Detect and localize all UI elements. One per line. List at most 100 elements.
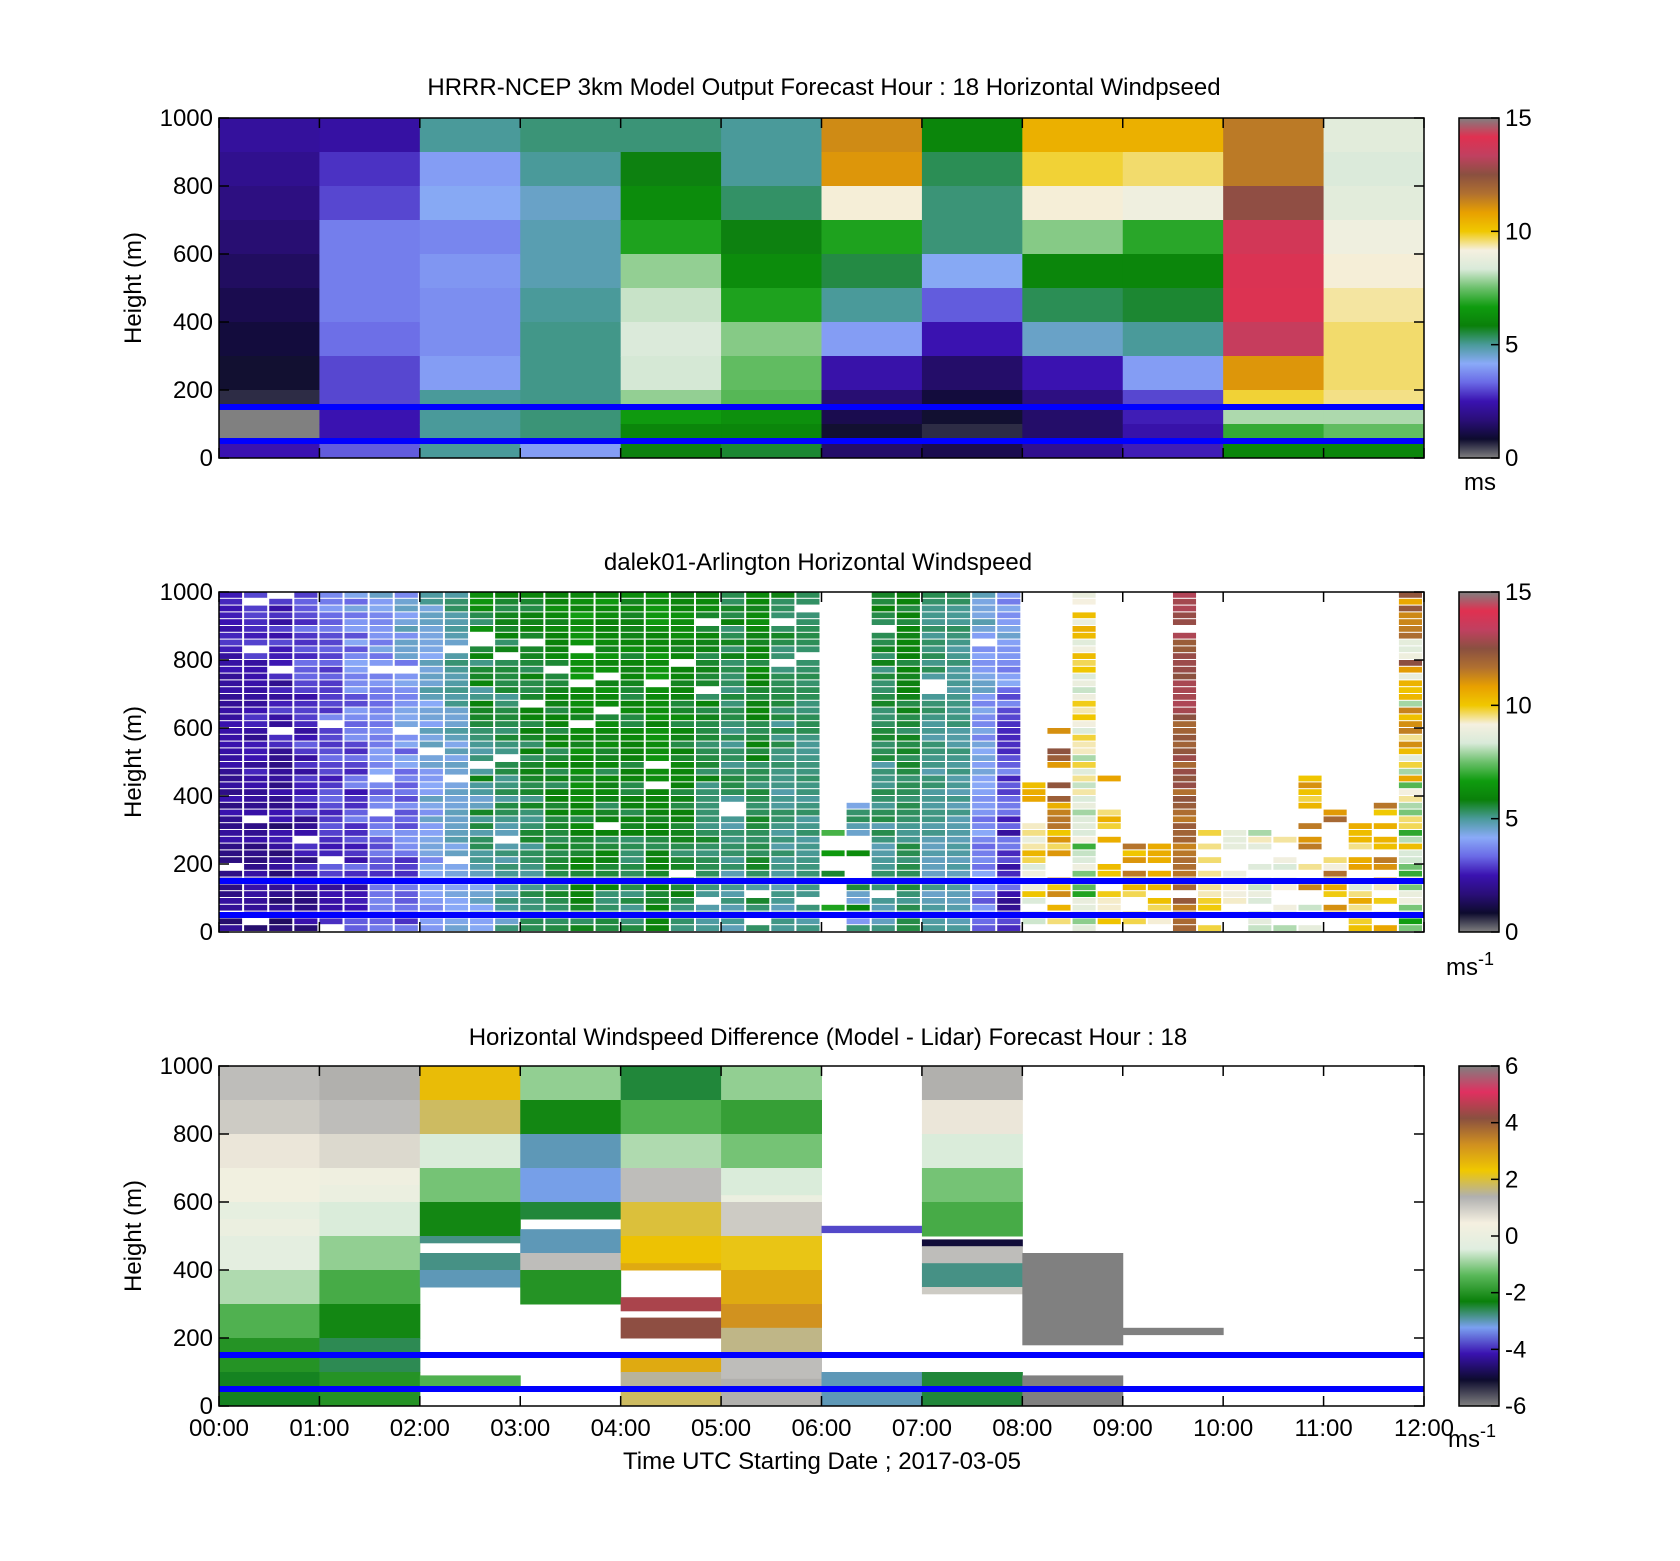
heatmap-cell (219, 870, 243, 877)
heatmap-cell (972, 789, 996, 795)
heatmap-cell (244, 728, 268, 734)
heatmap-cell (1348, 925, 1372, 931)
panel-lidar-heatmap (219, 592, 1422, 931)
heatmap-cell (520, 796, 544, 802)
heatmap-cell (871, 898, 895, 904)
heatmap-cell (1122, 870, 1146, 877)
heatmap-cell (1172, 836, 1197, 843)
heatmap-cell (495, 734, 519, 741)
heatmap-cell (1348, 823, 1372, 829)
heatmap-cell (746, 673, 770, 680)
heatmap-cell (495, 843, 519, 850)
heatmap-cell (294, 782, 318, 789)
heatmap-cell (495, 632, 519, 639)
heatmap-cell (670, 714, 694, 721)
heatmap-cell (1172, 700, 1197, 707)
heatmap-cell (269, 707, 293, 714)
heatmap-cell (269, 619, 293, 625)
heatmap-cell (997, 870, 1021, 877)
heatmap-cell (771, 850, 795, 857)
heatmap-cell (319, 830, 343, 836)
heatmap-cell (821, 870, 845, 877)
heatmap-cell (1172, 898, 1197, 904)
heatmap-cell (1047, 830, 1071, 836)
heatmap-cell (620, 646, 644, 653)
heatmap-cell (244, 619, 268, 625)
heatmap-cell (1147, 898, 1171, 904)
heatmap-cell (620, 1372, 722, 1390)
heatmap-cell (620, 782, 644, 789)
heatmap-cell (997, 864, 1021, 870)
heatmap-cell (896, 843, 920, 850)
heatmap-cell (394, 796, 418, 802)
heatmap-cell (1172, 802, 1197, 809)
heatmap-cell (871, 632, 895, 639)
heatmap-cell (620, 904, 644, 911)
heatmap-cell (821, 441, 923, 459)
heatmap-cell (269, 673, 293, 680)
heatmap-cell (947, 632, 971, 639)
heatmap-cell (921, 653, 946, 659)
heatmap-cell (620, 1168, 722, 1203)
heatmap-cell (1072, 707, 1096, 714)
heatmap-cell (369, 714, 393, 721)
heatmap-cell (670, 605, 694, 612)
heatmap-cell (896, 639, 920, 646)
heatmap-cell (570, 789, 594, 795)
heatmap-cell (219, 653, 243, 659)
heatmap-cell (1047, 836, 1071, 843)
heatmap-cell (921, 254, 1023, 289)
heatmap-cell (1172, 768, 1197, 775)
panel-lidar-colorbar (1458, 591, 1500, 933)
heatmap-cell (947, 775, 971, 782)
heatmap-cell (294, 626, 318, 632)
heatmap-cell (947, 639, 971, 646)
heatmap-cell (520, 741, 544, 748)
panel-difference-reflines (219, 1352, 1424, 1392)
heatmap-cell (344, 728, 368, 734)
heatmap-cell (1398, 864, 1422, 870)
heatmap-cell (1022, 870, 1046, 877)
heatmap-cell (1223, 288, 1325, 323)
heatmap-cell (495, 626, 519, 632)
heatmap-cell (921, 782, 946, 789)
heatmap-cell (570, 741, 594, 748)
heatmap-cell (921, 619, 946, 625)
heatmap-cell (545, 660, 569, 666)
heatmap-cell (721, 1304, 822, 1329)
heatmap-cell (545, 782, 569, 789)
heatmap-cell (670, 843, 694, 850)
heatmap-cell (1398, 850, 1422, 857)
heatmap-cell (294, 605, 318, 612)
heatmap-cell (947, 612, 971, 619)
heatmap-cell (495, 891, 519, 897)
heatmap-cell (896, 721, 920, 727)
heatmap-cell (520, 884, 544, 891)
heatmap-cell (796, 592, 820, 598)
heatmap-cell (1097, 898, 1121, 904)
heatmap-cell (269, 653, 293, 659)
heatmap-cell (1348, 898, 1372, 904)
heatmap-cell (319, 809, 343, 816)
heatmap-cell (1248, 864, 1272, 870)
heatmap-cell (1147, 850, 1171, 857)
heatmap-cell (871, 796, 895, 802)
heatmap-cell (1223, 836, 1247, 843)
heatmap-cell (545, 918, 569, 925)
heatmap-cell (319, 356, 421, 391)
heatmap-cell (921, 639, 946, 646)
heatmap-cell (997, 673, 1021, 680)
heatmap-cell (319, 653, 343, 659)
heatmap-cell (896, 762, 920, 768)
heatmap-cell (520, 619, 544, 625)
heatmap-cell (771, 755, 795, 761)
heatmap-cell (947, 925, 971, 931)
heatmap-cell (921, 1066, 1023, 1101)
heatmap-cell (871, 870, 895, 877)
heatmap-cell (721, 1100, 822, 1135)
heatmap-cell (620, 424, 722, 442)
heatmap-cell (1323, 152, 1425, 187)
heatmap-cell (947, 605, 971, 612)
heatmap-cell (620, 816, 644, 823)
